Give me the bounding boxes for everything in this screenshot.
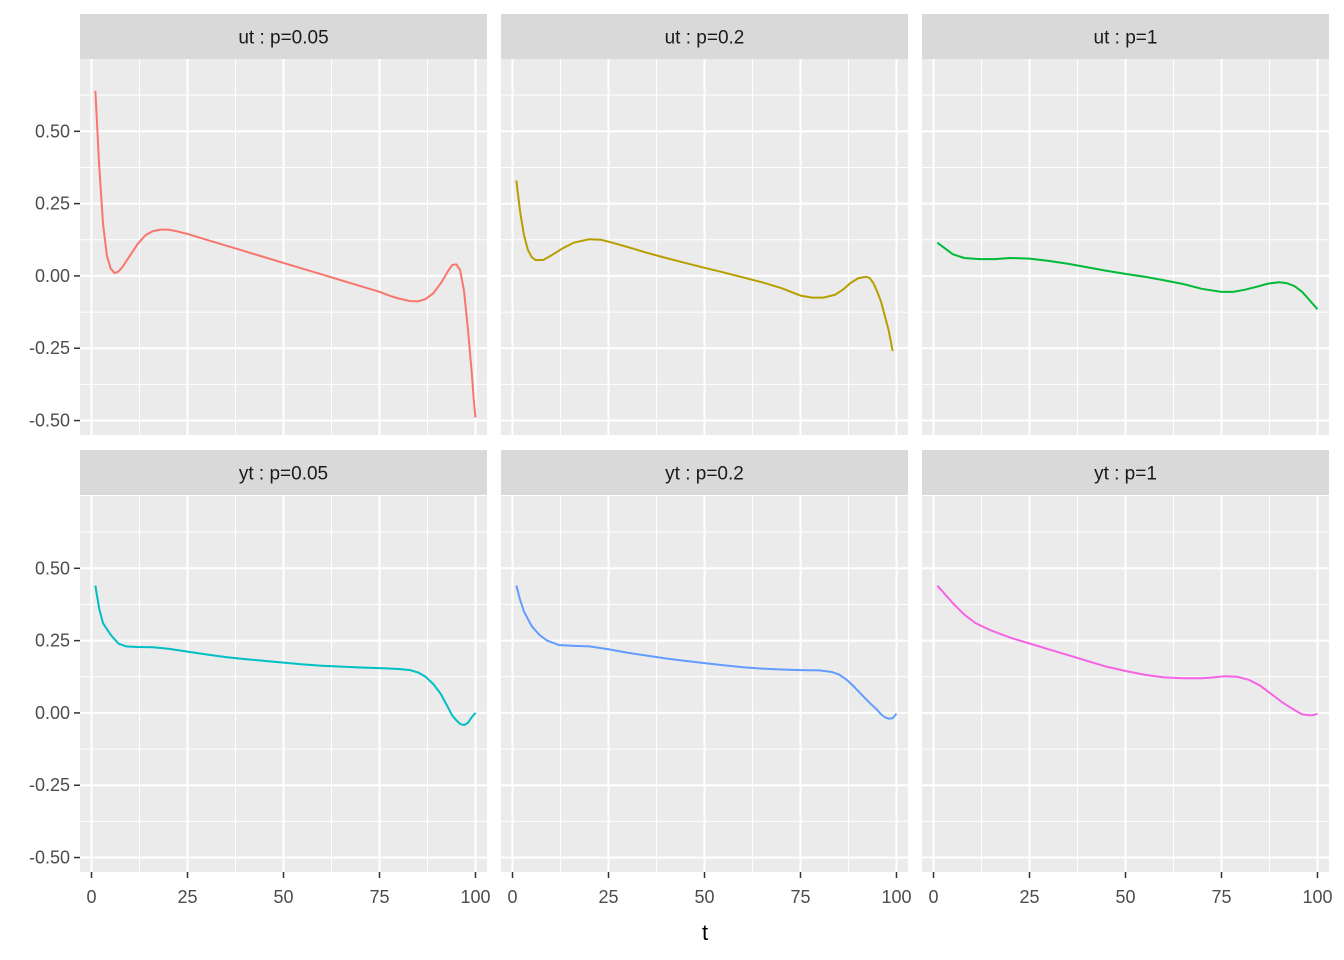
x-tick-label: 100	[1302, 887, 1332, 907]
facet-panel: yt : p=1	[922, 450, 1329, 872]
facet-strip-label: ut : p=0.2	[665, 28, 745, 49]
facet-panel: yt : p=0.05	[80, 450, 487, 872]
facet-panel: ut : p=0.05	[80, 14, 487, 435]
series-line	[94, 90, 477, 418]
facet-strip	[501, 14, 908, 59]
y-tick-label: 0.50	[35, 121, 70, 141]
y-tick-label: -0.25	[29, 338, 70, 358]
x-tick-label: 75	[1211, 887, 1231, 907]
x-axis-title: t	[702, 920, 708, 945]
x-tick-label: 75	[790, 887, 810, 907]
facet-panel: yt : p=0.2	[501, 450, 908, 872]
facet-strip	[80, 450, 487, 495]
x-tick-label: 75	[369, 887, 389, 907]
facet-strip	[80, 14, 487, 59]
y-tick-label: -0.25	[29, 775, 70, 795]
y-tick-label: 0.00	[35, 266, 70, 286]
facet-strip	[501, 450, 908, 495]
facet-panel: ut : p=0.2	[501, 14, 908, 435]
panels-layer: ut : p=0.05 ut : p=0.2 ut : p=1 yt : p=0.05…	[80, 14, 1329, 872]
y-tick-label: 0.25	[35, 631, 70, 651]
series-line	[94, 585, 477, 727]
x-tick-label: 50	[1115, 887, 1135, 907]
facet-strip	[922, 450, 1329, 495]
y-tick-label: -0.50	[29, 411, 70, 431]
series-line	[515, 180, 894, 352]
x-tick-label: 50	[694, 887, 714, 907]
x-tick-label: 100	[881, 887, 911, 907]
x-axis-layer: 0 25 50 75 100 0 25 50 75 100 0 25 50 75 100	[87, 872, 1333, 907]
series-line	[936, 584, 1318, 717]
x-tick-label: 0	[87, 887, 97, 907]
facet-strip-label: ut : p=0.05	[238, 28, 328, 49]
x-tick-label: 100	[460, 887, 490, 907]
facet-strip	[922, 14, 1329, 59]
x-tick-label: 25	[1019, 887, 1039, 907]
y-tick-label: 0.00	[35, 703, 70, 723]
series-line	[515, 585, 898, 720]
facet-panel: ut : p=1	[922, 14, 1329, 435]
series-line	[936, 241, 1319, 310]
facet-strip-label: yt : p=0.05	[239, 464, 328, 485]
facet-strip-label: yt : p=0.2	[665, 464, 744, 485]
y-tick-label: 0.50	[35, 558, 70, 578]
y-tick-label: -0.50	[29, 848, 70, 868]
facet-strip-label: ut : p=1	[1094, 28, 1158, 49]
facet-strip-label: yt : p=1	[1094, 464, 1157, 485]
y-axis-layer: -0.50 -0.25 0.00 0.25 0.50 -0.50 -0.25 0.00 0.25…	[29, 121, 80, 868]
y-tick-label: 0.25	[35, 194, 70, 214]
x-tick-label: 50	[273, 887, 293, 907]
x-tick-label: 0	[508, 887, 518, 907]
x-tick-label: 25	[598, 887, 618, 907]
x-tick-label: 25	[177, 887, 197, 907]
x-tick-label: 0	[929, 887, 939, 907]
